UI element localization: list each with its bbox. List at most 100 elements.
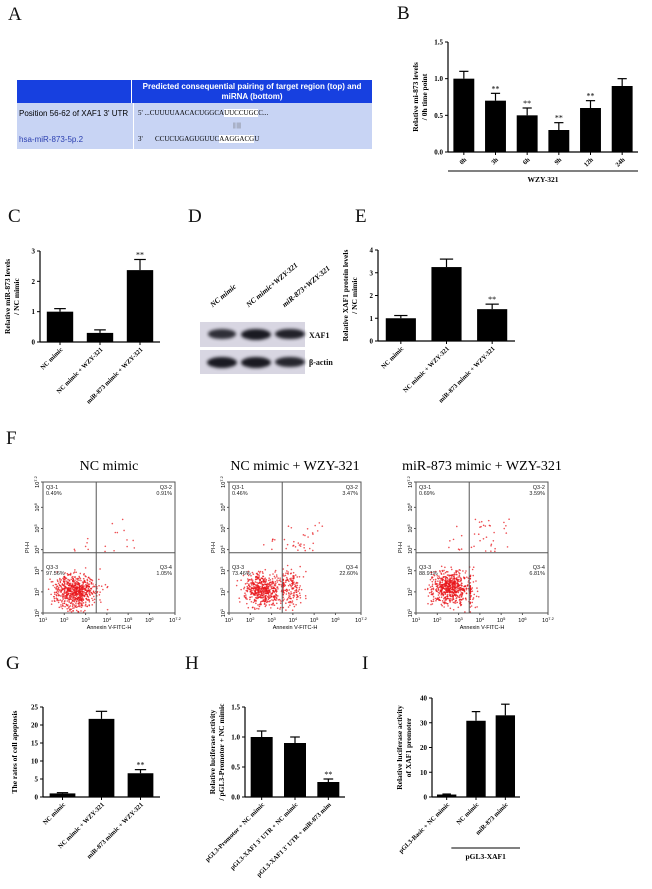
bar	[611, 86, 633, 152]
y-tick-label: 0.0	[231, 794, 240, 802]
event-dot	[304, 549, 307, 552]
event-dot	[67, 573, 70, 576]
event-dot	[299, 594, 301, 597]
event-dot	[431, 576, 434, 579]
event-dot	[76, 598, 79, 601]
event-dot	[242, 574, 245, 577]
event-dot	[445, 588, 447, 590]
event-dot	[452, 608, 455, 611]
event-dot	[261, 585, 264, 588]
event-dot	[471, 601, 474, 604]
y-tick-label: 1.0	[434, 75, 443, 83]
event-dot	[290, 568, 293, 571]
event-dot	[490, 543, 493, 546]
event-dot	[245, 594, 247, 596]
quadrant-name: Q3-3	[419, 565, 431, 571]
event-dot	[294, 584, 297, 587]
event-dot	[55, 591, 58, 593]
event-dot	[455, 569, 457, 572]
event-dot	[447, 585, 450, 588]
event-dot	[85, 598, 88, 601]
event-dot	[299, 585, 301, 587]
event-dot	[72, 577, 74, 580]
event-dot	[439, 599, 442, 602]
event-dot	[271, 595, 273, 598]
event-dot	[265, 585, 268, 588]
event-dot	[451, 584, 454, 587]
event-dot	[50, 581, 53, 583]
event-dot	[432, 588, 435, 591]
event-dot	[465, 598, 467, 601]
event-dot	[126, 539, 128, 541]
event-dot	[69, 572, 72, 575]
tick-base: 10	[246, 618, 252, 624]
event-dot	[259, 585, 261, 588]
event-dot	[244, 592, 246, 595]
event-dot	[296, 576, 299, 578]
row-name[interactable]: hsa-miR-873-5p.2	[17, 129, 134, 149]
event-dot	[254, 608, 256, 611]
flow-plot-title: NC mimic + WZY-321	[230, 459, 359, 474]
event-dot	[65, 592, 68, 595]
event-dot	[287, 571, 289, 573]
event-dot	[451, 587, 454, 590]
event-dot	[88, 589, 90, 592]
event-dot	[294, 574, 297, 576]
panel-label-h: H	[185, 653, 199, 674]
event-dot	[92, 583, 94, 585]
event-dot	[257, 584, 260, 587]
event-dot	[256, 591, 258, 594]
tick-base: 10	[221, 611, 227, 617]
event-dot	[292, 571, 295, 574]
event-dot	[455, 582, 458, 585]
tick-exponent: 2	[66, 616, 69, 621]
event-dot	[259, 570, 262, 573]
event-dot	[437, 580, 439, 582]
x-tick-label: 101	[39, 616, 48, 624]
y-tick-label: 2	[32, 278, 36, 286]
event-dot	[259, 578, 261, 581]
event-dot	[462, 570, 464, 572]
tick-base: 10	[408, 505, 414, 511]
event-dot	[508, 518, 510, 521]
event-dot	[72, 600, 74, 602]
event-dot	[98, 594, 101, 596]
x-tick-label: 9h	[553, 156, 563, 166]
x-tick-label: 102	[246, 616, 255, 624]
event-dot	[85, 592, 88, 594]
event-dot	[476, 590, 479, 593]
quadrant-percent: 3.59%	[529, 491, 545, 497]
event-dot	[307, 536, 309, 538]
event-dot	[72, 594, 75, 597]
event-dot	[89, 578, 92, 581]
event-dot	[77, 610, 79, 613]
event-dot	[72, 610, 74, 612]
event-dot	[285, 579, 288, 582]
event-dot	[463, 585, 466, 588]
event-dot	[292, 603, 295, 605]
event-dot	[282, 591, 285, 594]
event-dot	[264, 596, 267, 598]
event-dot	[292, 596, 295, 599]
event-dot	[439, 591, 441, 593]
x-tick-label: NC mimic	[42, 801, 67, 826]
event-dot	[474, 606, 477, 609]
tick-exponent: 3	[461, 616, 464, 621]
event-dot	[465, 588, 468, 591]
y-tick-label: 107.2	[33, 475, 41, 487]
event-dot	[254, 594, 256, 597]
event-dot	[268, 577, 270, 579]
event-dot	[431, 583, 434, 586]
event-dot	[470, 546, 473, 549]
event-dot	[56, 598, 58, 601]
x-tick-label: 106	[331, 616, 340, 624]
event-dot	[291, 601, 293, 604]
y-tick-label: 0.5	[434, 112, 443, 120]
quadrant-percent: 22.60%	[339, 571, 358, 577]
tick-exponent: 7.2	[406, 475, 411, 481]
event-dot	[262, 599, 265, 601]
event-dot	[262, 587, 264, 590]
tick-exponent: 1	[33, 608, 38, 611]
event-dot	[83, 595, 86, 598]
panel-label-f: F	[6, 428, 17, 449]
